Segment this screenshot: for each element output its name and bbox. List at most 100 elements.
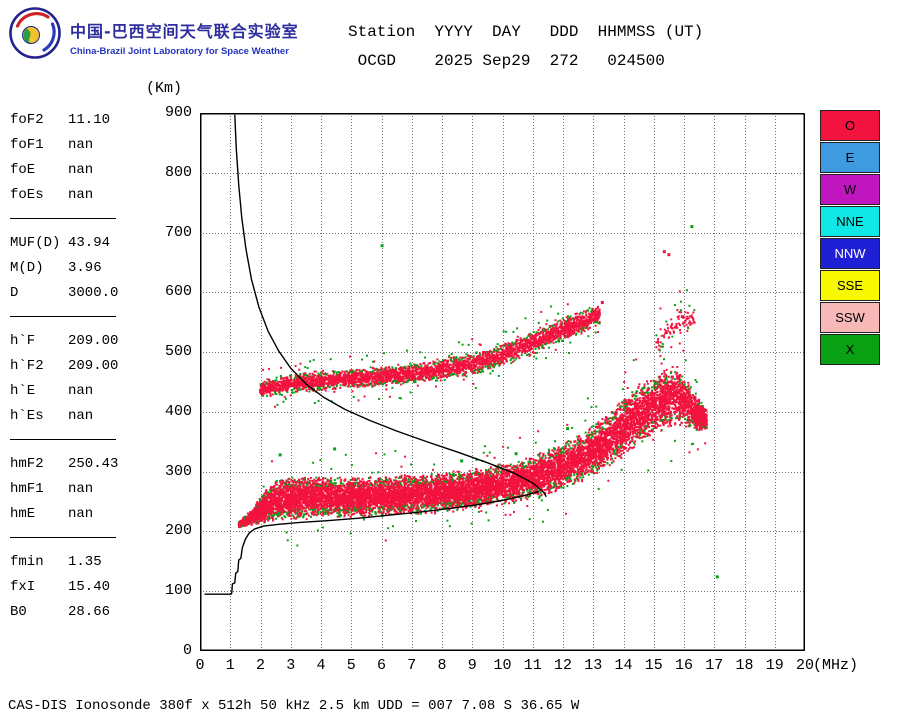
x-tick-label: 9: [467, 657, 477, 674]
parameter-group-divider: [10, 439, 116, 440]
parameter-value: 11.10: [68, 111, 111, 128]
parameter-label: foF1: [10, 136, 44, 153]
x-tick-label: 7: [407, 657, 417, 674]
parameter-value: 3000.0: [68, 284, 119, 301]
x-tick-label: 8: [437, 657, 447, 674]
y-tick-label: 800: [164, 163, 192, 181]
legend-item-x: X: [820, 334, 880, 365]
y-tick-label: 300: [164, 462, 192, 480]
x-tick-label: 16: [674, 657, 693, 674]
status-line: CAS-DIS Ionosonde 380f x 512h 50 kHz 2.5…: [8, 698, 580, 714]
parameter-label: foE: [10, 161, 36, 178]
parameter-row: h`F 209.00: [10, 328, 120, 353]
y-axis-unit-label: (Km): [146, 80, 183, 97]
parameter-row: M(D) 3.96: [10, 255, 120, 280]
x-tick-label: 2: [255, 657, 265, 674]
parameter-value: nan: [68, 480, 94, 497]
station-values-row: OCGD 2025 Sep29 272 024500: [348, 52, 665, 70]
parameter-value: 43.94: [68, 234, 111, 251]
parameter-label: MUF(D): [10, 234, 61, 251]
y-tick-label: 200: [164, 522, 192, 540]
parameter-value: nan: [68, 136, 94, 153]
parameter-label: B0: [10, 603, 27, 620]
parameter-label: foF2: [10, 111, 44, 128]
parameter-value: nan: [68, 505, 94, 522]
x-tick-label: 11: [523, 657, 542, 674]
parameter-label: foEs: [10, 186, 44, 203]
station-header-row: Station YYYY DAY DDD HHMMSS (UT): [348, 23, 704, 41]
lab-name-chinese: 中国-巴西空间天气联合实验室: [70, 22, 299, 41]
x-tick-label: 15: [644, 657, 663, 674]
parameter-label: fmin: [10, 553, 44, 570]
x-tick-label: 1: [225, 657, 235, 674]
parameter-value: nan: [68, 186, 94, 203]
parameter-group-divider: [10, 316, 116, 317]
x-tick-label: 6: [376, 657, 386, 674]
parameter-row: D 3000.0: [10, 280, 120, 305]
ionogram-plot: [200, 113, 805, 651]
y-tick-label: 600: [164, 283, 192, 301]
parameter-value: 1.35: [68, 553, 102, 570]
legend-item-e: E: [820, 142, 880, 173]
lab-name-english: China-Brazil Joint Laboratory for Space …: [70, 46, 289, 57]
parameter-label: M(D): [10, 259, 44, 276]
parameter-label: hmE: [10, 505, 36, 522]
parameter-label: hmF2: [10, 455, 44, 472]
parameter-value: 209.00: [68, 332, 119, 349]
legend-item-nnw: NNW: [820, 238, 880, 269]
parameter-row: foF2 11.10: [10, 107, 120, 132]
parameter-row: fxI 15.40: [10, 574, 120, 599]
parameter-value: 28.66: [68, 603, 111, 620]
x-tick-label: 4: [316, 657, 326, 674]
legend-item-w: W: [820, 174, 880, 205]
legend-item-ssw: SSW: [820, 302, 880, 333]
x-tick-label: 20: [795, 657, 814, 674]
x-axis-unit-label: (MHz): [813, 657, 859, 674]
x-tick-label: 10: [493, 657, 512, 674]
parameter-group-divider: [10, 537, 116, 538]
x-tick-label: 0: [195, 657, 205, 674]
parameter-value: 3.96: [68, 259, 102, 276]
parameter-row: hmE nan: [10, 501, 120, 526]
lab-logo-icon: [9, 7, 61, 59]
parameter-panel: foF2 11.10 foF1 nan foE nan foEs nan MUF(D) 43.94…: [10, 107, 120, 624]
x-tick-label: 12: [553, 657, 572, 674]
parameter-label: D: [10, 284, 19, 301]
parameter-row: foE nan: [10, 157, 120, 182]
parameter-label: h`F: [10, 332, 36, 349]
y-tick-label: 700: [164, 223, 192, 241]
parameter-label: fxI: [10, 578, 36, 595]
parameter-value: nan: [68, 382, 94, 399]
parameter-row: h`F2 209.00: [10, 353, 120, 378]
parameter-value: 15.40: [68, 578, 111, 595]
parameter-value: nan: [68, 161, 94, 178]
x-tick-label: 3: [286, 657, 296, 674]
y-tick-label: 900: [164, 104, 192, 121]
x-tick-label: 19: [765, 657, 784, 674]
lab-logo: [8, 6, 62, 60]
echo-type-legend: O E W NNE NNW SSE SSW X: [820, 110, 880, 366]
parameter-row: MUF(D) 43.94: [10, 230, 120, 255]
parameter-label: h`F2: [10, 357, 44, 374]
parameter-row: B0 28.66: [10, 599, 120, 624]
parameter-value: 209.00: [68, 357, 119, 374]
legend-item-nne: NNE: [820, 206, 880, 237]
x-tick-label: 18: [735, 657, 754, 674]
y-tick-label: 400: [164, 402, 192, 420]
parameter-row: h`Es nan: [10, 403, 120, 428]
y-tick-label: 500: [164, 343, 192, 361]
legend-item-sse: SSE: [820, 270, 880, 301]
x-tick-label: 13: [584, 657, 603, 674]
parameter-row: h`E nan: [10, 378, 120, 403]
parameter-row: foF1 nan: [10, 132, 120, 157]
y-tick-label: 100: [164, 582, 192, 600]
parameter-row: hmF1 nan: [10, 476, 120, 501]
x-tick-label: 5: [346, 657, 356, 674]
parameter-group-divider: [10, 218, 116, 219]
y-tick-label: 0: [182, 642, 192, 659]
parameter-row: foEs nan: [10, 182, 120, 207]
parameter-row: hmF2 250.43: [10, 451, 120, 476]
legend-item-o: O: [820, 110, 880, 141]
x-tick-label: 17: [705, 657, 724, 674]
parameter-label: h`E: [10, 382, 36, 399]
